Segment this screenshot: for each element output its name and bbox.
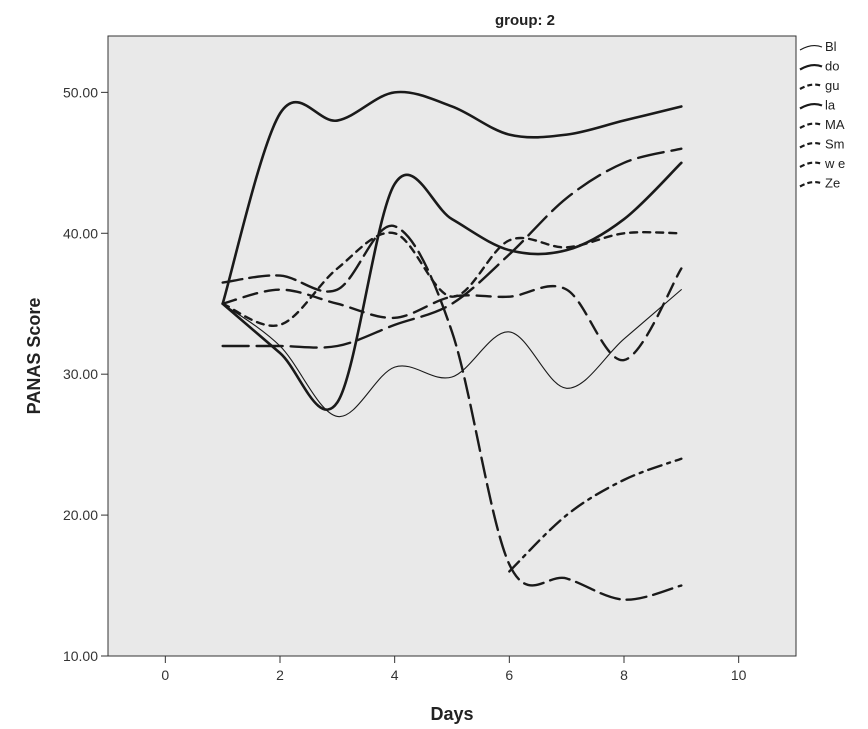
x-axis: 0 2 4 6 8 10 [161, 656, 747, 683]
legend-label: la [825, 98, 836, 113]
legend: Bl do gu la MA Sm w e Ze [799, 39, 845, 191]
y-axis-label: PANAS Score [24, 298, 44, 415]
plot-background [107, 35, 797, 657]
legend-label: Bl [825, 39, 837, 54]
series-layer [221, 90, 683, 601]
series-line-ze [221, 224, 683, 601]
x-tick-label: 2 [276, 667, 284, 683]
legend-swatch [799, 122, 823, 129]
x-tick-label: 4 [391, 667, 399, 683]
y-tick-label: 50.00 [63, 84, 98, 100]
x-tick-label: 10 [731, 667, 747, 683]
series-line-do [221, 90, 683, 306]
legend-swatch [799, 44, 823, 51]
legend-swatch [799, 102, 823, 110]
legend-label: gu [825, 78, 839, 93]
legend-swatch [799, 141, 823, 149]
series-line-we [508, 457, 683, 573]
chart-title: group: 2 [495, 12, 555, 29]
y-tick-label: 20.00 [63, 507, 98, 523]
legend-label: do [825, 59, 839, 74]
legend-swatch [799, 83, 823, 90]
series-line-ma [221, 231, 683, 327]
x-tick-label: 6 [505, 667, 513, 683]
x-tick-label: 8 [620, 667, 628, 683]
series-line-bl [222, 289, 682, 418]
legend-swatch [799, 63, 823, 71]
x-axis-label: Days [430, 704, 473, 724]
y-tick-label: 40.00 [63, 225, 98, 241]
series-line-sm [221, 267, 683, 362]
legend-label: MA [825, 117, 845, 132]
y-tick-label: 10.00 [63, 648, 98, 664]
x-tick-label: 0 [161, 667, 169, 683]
y-tick-label: 30.00 [63, 366, 98, 382]
legend-swatch [799, 161, 823, 168]
legend-label: w e [824, 156, 845, 171]
legend-swatch [799, 180, 823, 188]
legend-label: Ze [825, 176, 840, 191]
series-line-gu [221, 147, 683, 349]
series-line-la [221, 161, 683, 411]
legend-label: Sm [825, 137, 845, 152]
y-axis: 10.00 20.00 30.00 40.00 50.00 [63, 84, 108, 664]
